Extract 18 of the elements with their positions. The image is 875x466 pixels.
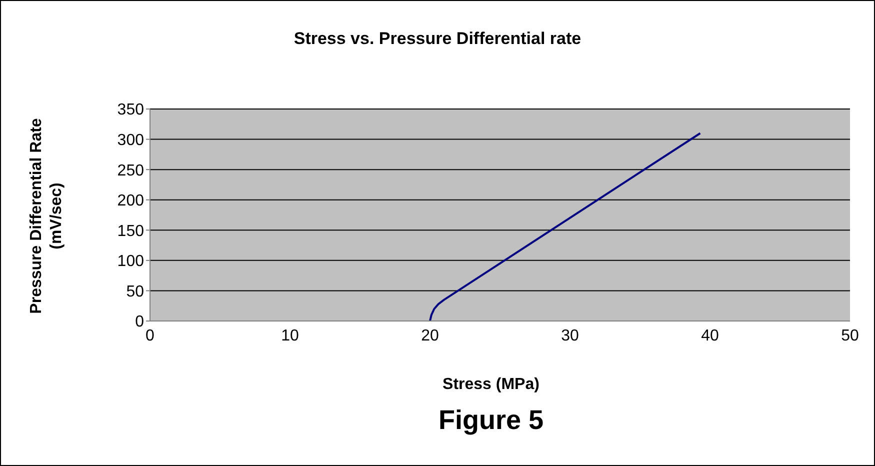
- y-tick-label: 150: [117, 222, 144, 240]
- x-axis-title: Stress (MPa): [442, 376, 540, 394]
- y-tick-label: 50: [126, 283, 144, 300]
- y-tick-label: 300: [117, 132, 144, 149]
- y-tick-label: 350: [117, 102, 144, 119]
- y-tick-label: 250: [117, 162, 144, 180]
- y-tick-label: 200: [117, 192, 144, 210]
- y-axis-title: Pressure Differential Rate (mV/sec): [28, 118, 65, 314]
- x-tick-label: 10: [281, 327, 299, 344]
- chart-title: Stress vs. Pressure Differential rate: [292, 29, 582, 49]
- x-tick-label: 40: [701, 327, 719, 344]
- x-tick-label: 30: [561, 327, 579, 344]
- y-tick-label: 100: [117, 253, 144, 270]
- line-series: [429, 132, 702, 321]
- x-tick-label: 50: [841, 327, 859, 344]
- x-tick-label: 20: [421, 327, 439, 344]
- caption: Figure 5: [437, 405, 545, 436]
- y-tick-label: 0: [135, 314, 144, 331]
